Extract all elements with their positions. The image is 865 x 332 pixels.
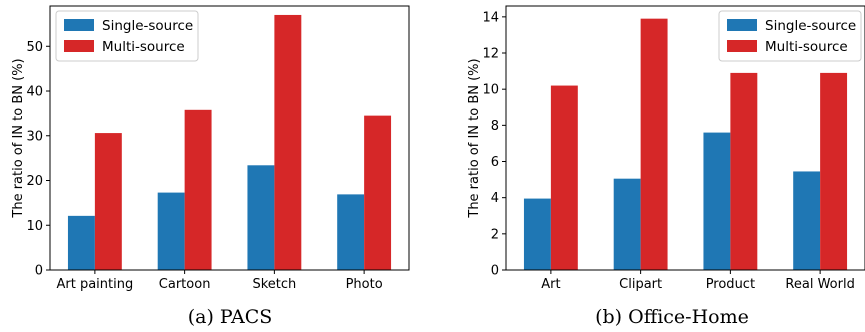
y-tick-label: 6	[491, 155, 499, 170]
bar-multi-1	[184, 109, 212, 270]
x-tick-label: Clipart	[619, 277, 662, 292]
y-tick-label: 14	[482, 10, 499, 25]
bar-multi-3	[364, 115, 392, 270]
legend-label-single: Single-source	[765, 18, 856, 34]
figure-caption: (a) PACS	[188, 306, 273, 328]
legend-swatch-single	[727, 19, 757, 31]
bar-multi-3	[820, 72, 848, 271]
bar-single-2	[703, 132, 731, 270]
y-tick-label: 40	[26, 85, 43, 100]
y-tick-label: 0	[35, 264, 43, 279]
chart-panel-pacs: 0 10 20 30 40 50 Art painting Cartoon Sketch Phot…	[11, 5, 410, 328]
legend-label-single: Single-source	[102, 18, 193, 34]
x-tick-label: Real World	[785, 277, 854, 292]
bar-single-0	[523, 198, 551, 270]
bar-multi-1	[640, 18, 668, 270]
x-tick-label: Cartoon	[159, 277, 211, 292]
y-tick-label: 10	[26, 219, 43, 234]
bar-single-3	[337, 194, 365, 270]
legend-swatch-multi	[727, 40, 757, 52]
legend-swatch-multi	[64, 40, 94, 52]
bar-multi-2	[274, 14, 302, 271]
y-tick-label: 0	[491, 264, 499, 279]
y-tick-label: 8	[491, 119, 499, 134]
legend-label-multi: Multi-source	[765, 39, 848, 55]
y-axis-label: The ratio of IN to BN (%)	[11, 58, 26, 218]
bar-single-2	[247, 165, 275, 270]
x-tick-label: Photo	[346, 277, 383, 292]
y-tick-label: 12	[482, 47, 499, 62]
bar-multi-2	[730, 72, 758, 271]
bar-single-3	[793, 171, 821, 270]
y-tick-label: 30	[26, 129, 43, 144]
chart-panel-office-home: 0 2 4 6 8 10 12 14 Art Clipart Product Real World Th…	[467, 5, 865, 328]
y-tick-label: 10	[482, 83, 499, 98]
figure-caption: (b) Office-Home	[595, 306, 749, 328]
legend-swatch-single	[64, 19, 94, 31]
legend-label-multi: Multi-source	[102, 39, 185, 55]
y-axis-label: The ratio of IN to BN (%)	[467, 58, 482, 218]
bar-multi-0	[94, 133, 122, 270]
x-tick-label: Product	[706, 277, 755, 292]
x-tick-label: Art painting	[57, 277, 134, 292]
bar-single-1	[157, 192, 185, 270]
bar-single-0	[67, 215, 95, 270]
y-tick-label: 50	[26, 40, 43, 55]
plot-frame	[505, 5, 865, 271]
bar-multi-0	[550, 85, 578, 270]
y-tick-label: 4	[491, 191, 499, 206]
x-tick-label: Art	[541, 277, 560, 292]
x-tick-label: Sketch	[252, 277, 296, 292]
y-tick-label: 2	[491, 227, 499, 242]
plot-frame	[49, 5, 410, 271]
bar-single-1	[613, 178, 641, 270]
y-tick-label: 20	[26, 174, 43, 189]
